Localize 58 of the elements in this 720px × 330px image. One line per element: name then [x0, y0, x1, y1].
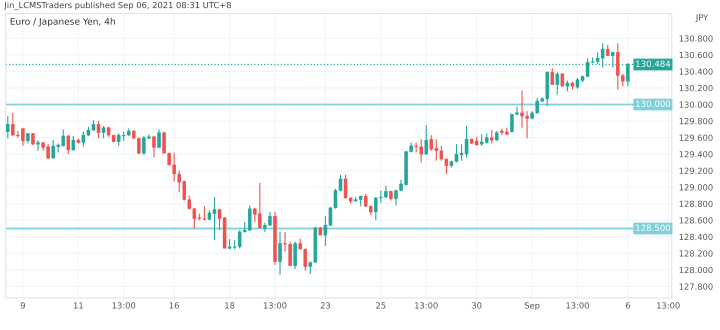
ref-line-label: 130.000 [636, 100, 670, 107]
y-tick-label: 130.200 [680, 84, 713, 92]
x-tick-label: 13:00 [112, 302, 136, 309]
x-tick-label: 6 [626, 302, 630, 309]
y-tick-label: 128.200 [680, 250, 713, 257]
candlestick [389, 190, 393, 201]
x-tick-label: 18 [225, 302, 234, 309]
x-tick-label: 9 [20, 302, 25, 309]
candlestick [31, 132, 35, 146]
x-tick-label: 13:00 [264, 302, 286, 309]
candlestick [152, 135, 156, 158]
candlestick [560, 72, 564, 87]
y-tick-label: 128.800 [680, 200, 713, 208]
ref-line-label: 130.484 [636, 60, 670, 67]
y-axis-title: JPY [695, 14, 708, 22]
candlestick [72, 135, 76, 152]
candlestick [566, 80, 570, 92]
y-tick-label: 130.800 [680, 35, 713, 42]
candlestick [96, 120, 100, 139]
x-tick-label: 30 [472, 302, 482, 309]
y-tick-label: 128.600 [680, 217, 713, 224]
chart-title: Euro / Japanese Yen, 4h [10, 18, 115, 27]
x-tick-label: 11 [74, 302, 83, 308]
candlestick [495, 130, 499, 142]
candlestick [102, 125, 106, 139]
y-tick-label: 130.400 [680, 68, 713, 75]
y-tick-label: 129.800 [680, 118, 713, 124]
candlestick [556, 72, 560, 96]
candlestick [26, 132, 30, 144]
x-tick-label: 13:00 [657, 302, 680, 309]
y-tick-label: 129.400 [680, 151, 713, 158]
y-tick-label: 129.600 [680, 134, 713, 141]
x-tick-label: Sep [524, 302, 540, 310]
candlestick [6, 116, 10, 139]
y-tick-label: 129.200 [680, 168, 713, 174]
text: Jin_LCMSTraders published Sep 06, 2021 08:31 UTC+8 [4, 2, 231, 10]
candlestick [611, 51, 615, 68]
x-tick-label: 13:00 [415, 302, 438, 309]
y-tick-label: 127.800 [680, 283, 713, 290]
x-tick-label: 13:00 [566, 302, 589, 309]
y-tick-label: 130.600 [680, 52, 713, 58]
y-tick-label: 130.000 [680, 101, 713, 108]
candlestick [490, 130, 494, 144]
candlestick [424, 124, 428, 156]
candlestick [36, 139, 40, 152]
ref-line-label: 128.500 [636, 224, 670, 232]
y-tick-label: 129.000 [680, 184, 713, 190]
candlestick [66, 134, 70, 155]
candlestick [278, 231, 282, 276]
y-tick-label: 128.400 [680, 234, 713, 240]
candlestick [606, 44, 610, 56]
x-tick-label: 23 [320, 302, 330, 309]
x-tick-label: 16 [170, 302, 179, 309]
x-tick-label: 25 [376, 302, 386, 309]
candlestick [157, 128, 161, 149]
y-tick-label: 128.000 [680, 266, 713, 274]
candlestick [550, 68, 554, 86]
candlestick [293, 241, 297, 270]
